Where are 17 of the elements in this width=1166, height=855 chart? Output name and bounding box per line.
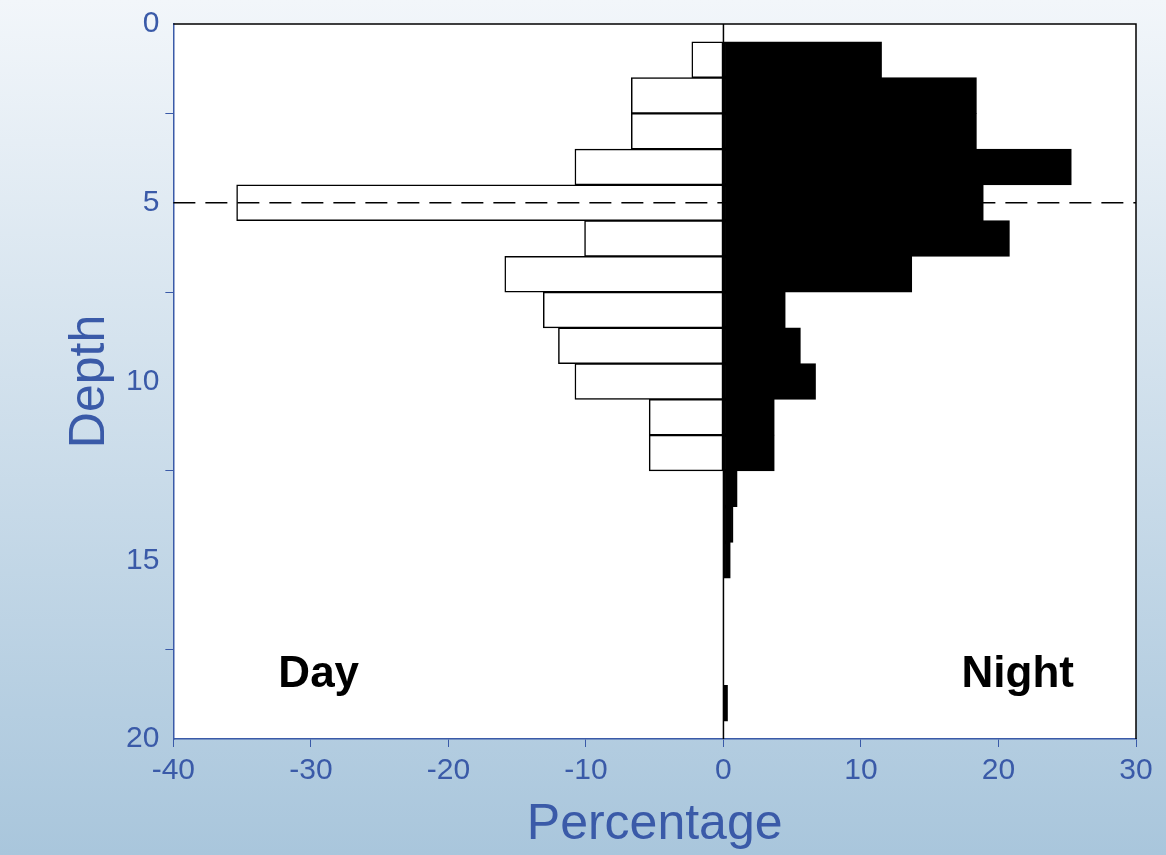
x-tick-label: -10: [564, 752, 608, 786]
y-tick-label: 5: [142, 184, 160, 218]
annotation: Day: [278, 647, 360, 696]
x-tick-label: 30: [1119, 752, 1153, 786]
y-tick-label: 20: [125, 720, 160, 754]
x-tick-label: -20: [426, 752, 471, 786]
x-tick-label: -40: [151, 752, 196, 786]
x-tick-label: 20: [981, 752, 1016, 786]
y-tick-label: 0: [142, 5, 160, 39]
x-tick-label: -30: [289, 752, 333, 786]
x-axis-title: Percentage: [526, 793, 783, 850]
x-tick-label: 0: [715, 752, 732, 786]
y-axis-title: Depth: [58, 314, 115, 449]
x-tick-label: 10: [844, 752, 878, 786]
annotation: Night: [961, 647, 1075, 696]
y-tick-label: 10: [125, 362, 160, 396]
y-tick-label: 15: [125, 541, 160, 575]
